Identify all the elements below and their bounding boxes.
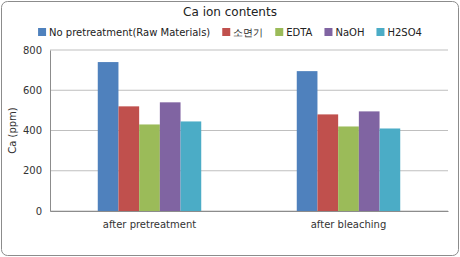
legend-label: EDTA: [286, 27, 312, 38]
legend-swatch: [275, 28, 283, 36]
x-tick-label: after bleaching: [311, 219, 387, 230]
legend-swatch: [376, 28, 384, 36]
bar: [297, 71, 318, 211]
x-tick: after pretreatment: [103, 211, 196, 230]
bar-series: [181, 121, 401, 211]
grid: [50, 50, 448, 211]
legend-item: 소면기: [222, 27, 263, 38]
y-tick: 200: [23, 165, 50, 176]
legend-swatch: [38, 28, 46, 36]
bar: [139, 124, 160, 211]
y-tick: 400: [23, 125, 50, 136]
y-tick-label: 0: [36, 206, 42, 217]
y-tick: 800: [23, 45, 50, 56]
y-tick: 600: [23, 85, 50, 96]
y-tick-label: 400: [23, 125, 42, 136]
y-tick-label: 200: [23, 165, 42, 176]
bar: [317, 114, 338, 211]
x-tick-label: after pretreatment: [103, 219, 196, 230]
chart-border: [2, 2, 459, 256]
x-axis-line: [51, 211, 449, 212]
legend-label: 소면기: [233, 27, 263, 38]
y-tick: 0: [36, 206, 50, 217]
bar: [359, 111, 380, 211]
legend-label: No pretreatment(Raw Materials): [49, 27, 210, 38]
legend-swatch: [222, 28, 230, 36]
legend: No pretreatment(Raw Materials) 소면기 EDTA NaO…: [38, 27, 422, 38]
y-tick-label: 600: [23, 85, 42, 96]
bar-series: [160, 102, 380, 211]
legend-item: No pretreatment(Raw Materials): [38, 27, 210, 38]
y-axis: 0 200 400 600 800: [23, 45, 51, 217]
legend-swatch: [324, 28, 332, 36]
bar-series: [98, 62, 318, 211]
chart: Ca ion contents 0 200 400 600 800 after pretre…: [0, 0, 460, 257]
x-axis: after pretreatment after bleaching: [51, 211, 449, 230]
x-tick: after bleaching: [311, 211, 387, 230]
bars: [98, 62, 400, 211]
legend-item: EDTA: [275, 27, 312, 38]
bar: [118, 106, 139, 211]
bar-series: [118, 106, 338, 211]
legend-item: H2SO4: [376, 27, 421, 38]
title: Ca ion contents: [183, 5, 277, 19]
legend-item: NaOH: [324, 27, 364, 38]
bar: [380, 128, 401, 211]
bar: [338, 126, 359, 211]
legend-label: NaOH: [335, 27, 364, 38]
y-axis-line: [50, 51, 51, 212]
bar: [181, 121, 202, 211]
bar: [160, 102, 181, 211]
y-axis-title: Ca (ppm): [7, 107, 18, 154]
grid-line: [50, 50, 448, 51]
bar: [98, 62, 119, 211]
y-tick-label: 800: [23, 45, 42, 56]
legend-label: H2SO4: [387, 27, 421, 38]
